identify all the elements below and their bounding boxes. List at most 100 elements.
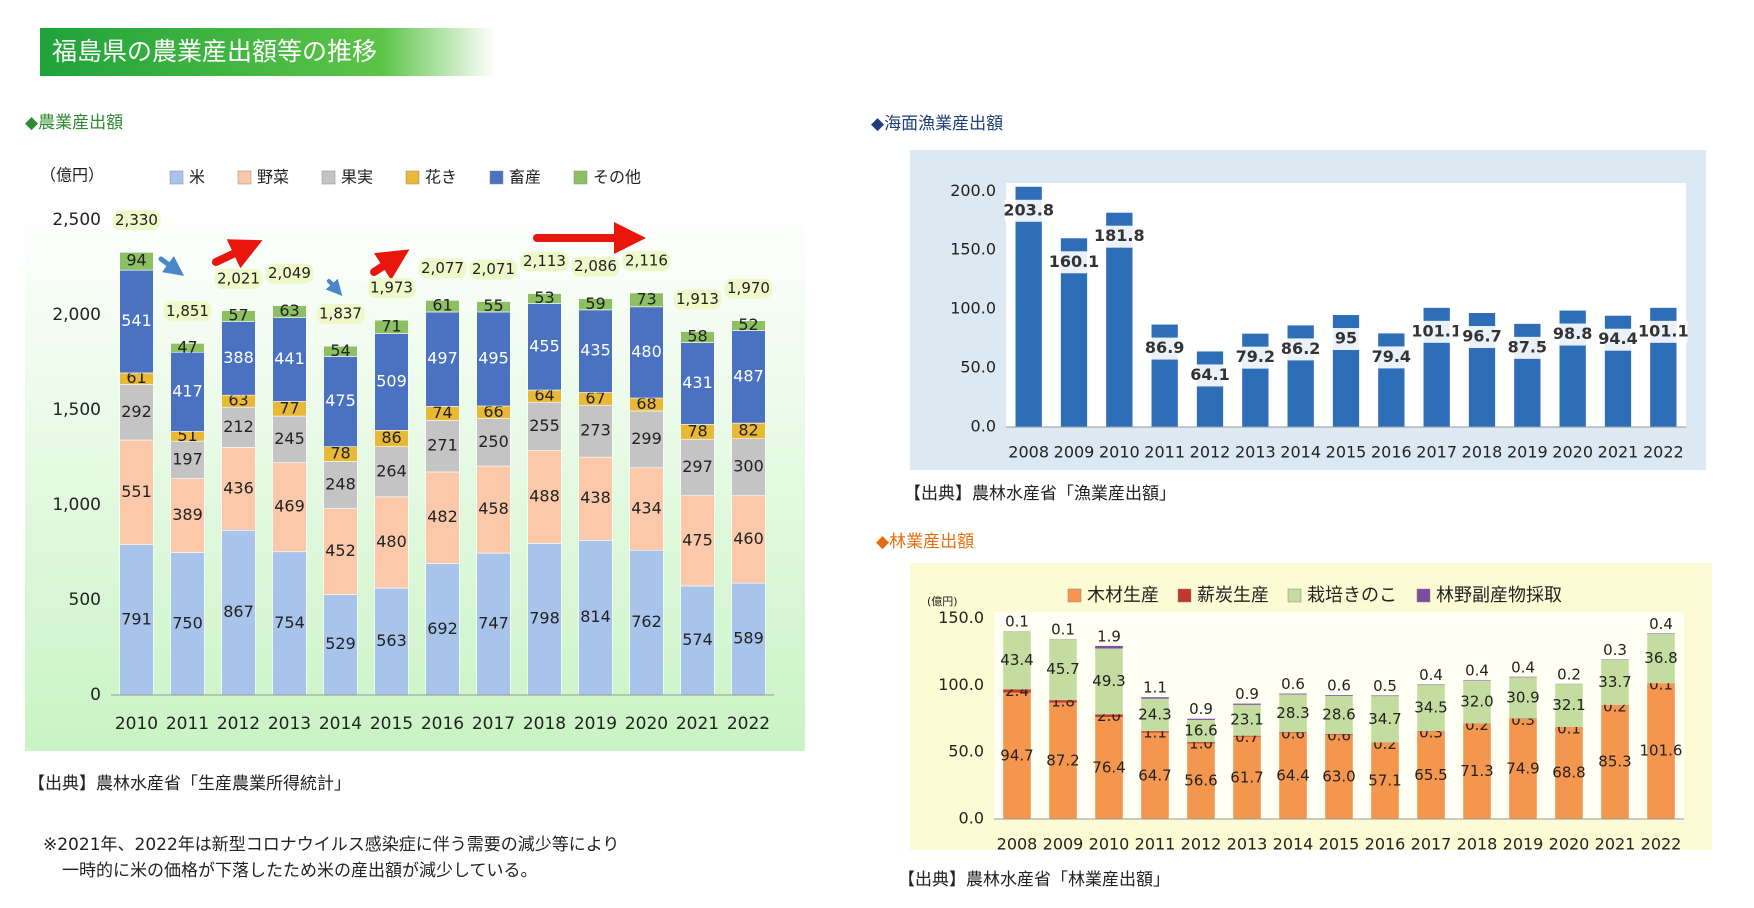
bar-segment [272, 462, 307, 553]
y-tick-label: 100.0 [950, 299, 996, 318]
data-label: 297 [682, 457, 713, 476]
data-label: 58 [687, 327, 707, 346]
total-label: 2,049 [268, 264, 311, 282]
bar-segment [425, 471, 460, 564]
total-label-bg [724, 278, 773, 299]
y-tick-label: 0 [90, 685, 101, 705]
data-label: 388 [223, 348, 254, 367]
x-tick-label: 2020 [1549, 835, 1590, 854]
data-label: 78 [330, 444, 350, 463]
data-label: 95 [1335, 329, 1357, 348]
arrow [325, 278, 343, 296]
data-label: 64.1 [1190, 365, 1229, 384]
data-label: 23.1 [1230, 711, 1263, 729]
bar-segment [476, 552, 511, 696]
arrow [158, 256, 185, 276]
bar-segment [1187, 718, 1215, 720]
data-label: 0.1 [1005, 613, 1029, 631]
x-tick-label: 2009 [1054, 443, 1095, 462]
bar-segment [323, 594, 358, 696]
x-tick-label: 2011 [1144, 443, 1185, 462]
source: 【出典】農林水産省「林業産出額」 [898, 870, 1170, 890]
bar-segment [1601, 705, 1629, 819]
x-tick-label: 2015 [1326, 443, 1367, 462]
data-label: 271 [427, 436, 458, 455]
x-tick-label: 2016 [1371, 443, 1412, 462]
total-label-bg [214, 269, 263, 290]
bar-segment [323, 508, 358, 595]
data-label: 248 [325, 475, 356, 494]
bar-segment [629, 292, 664, 308]
data-label: 65.5 [1414, 766, 1447, 784]
bar-segment [1325, 734, 1353, 735]
data-label: 292 [121, 402, 152, 421]
bar-segment [425, 563, 460, 696]
data-label: 47 [177, 337, 197, 356]
bar-segment [1233, 736, 1261, 819]
data-label: 431 [682, 373, 713, 392]
bar-segment [1325, 695, 1353, 696]
x-tick-label: 2018 [523, 714, 566, 734]
bar-segment [1371, 742, 1399, 819]
y-tick-label: 2,500 [52, 210, 101, 230]
legend-label: 野菜 [257, 168, 289, 187]
bar-segment [1371, 695, 1399, 697]
data-label: 0.9 [1189, 700, 1213, 718]
x-tick-label: 2012 [1190, 443, 1231, 462]
bar-segment [578, 540, 613, 696]
bar-segment [527, 450, 562, 544]
bar-segment [374, 446, 409, 498]
x-tick-label: 2022 [1641, 835, 1682, 854]
x-tick-label: 2008 [1008, 443, 1049, 462]
data-label: 94.7 [1000, 746, 1033, 764]
legend-label: 米 [189, 168, 205, 187]
legend-label: 木材生産 [1087, 585, 1159, 606]
total-label: 2,021 [217, 270, 260, 288]
y-tick-label: 200.0 [950, 181, 996, 200]
bar-segment [731, 438, 766, 496]
data-label: 30.9 [1506, 688, 1539, 706]
x-tick-label: 2010 [1099, 443, 1140, 462]
x-tick-label: 2008 [997, 835, 1038, 854]
bar-segment [731, 495, 766, 584]
data-label: 79.4 [1372, 347, 1411, 366]
bar-segment [1509, 677, 1537, 719]
bar-segment [323, 356, 358, 447]
y-axis-label: (億円) [927, 595, 958, 608]
data-label: 181.8 [1094, 226, 1145, 245]
bar-segment [1049, 639, 1077, 701]
data-label: 57.1 [1368, 771, 1401, 789]
data-label: 692 [427, 619, 458, 638]
x-tick-label: 2010 [115, 714, 158, 734]
bar-segment [578, 456, 613, 541]
data-label: 34.5 [1414, 699, 1447, 717]
bar-segment [1509, 676, 1537, 678]
data-label: 64.4 [1276, 766, 1309, 784]
bar-segment [1371, 696, 1399, 743]
data-label: 68.8 [1552, 764, 1585, 782]
bar-segment [1325, 734, 1353, 819]
data-label: 0.6 [1281, 675, 1305, 693]
bar-segment [119, 269, 154, 374]
x-tick-label: 2011 [1135, 835, 1176, 854]
bar-segment [1233, 735, 1261, 737]
bar-segment [680, 331, 715, 343]
data-label: 76.4 [1092, 758, 1125, 776]
data-label: 574 [682, 630, 713, 649]
total-label-bg [571, 256, 620, 277]
data-label-bg [1322, 328, 1370, 351]
bar-segment [119, 544, 154, 696]
data-label: 299 [631, 429, 662, 448]
source: 【出典】農林水産省「漁業産出額」 [904, 484, 1176, 504]
bar-segment [272, 415, 307, 463]
x-tick-label: 2020 [1552, 443, 1593, 462]
bar-segment [1003, 631, 1031, 690]
total-label-bg [316, 303, 365, 324]
bar-segment [425, 300, 460, 313]
data-label: 497 [427, 349, 458, 368]
bar-segment [1417, 731, 1445, 819]
legend-swatch [573, 170, 588, 185]
data-label: 87.5 [1508, 337, 1547, 356]
x-tick-label: 2012 [217, 714, 260, 734]
data-label: 101.6 [1640, 742, 1683, 760]
